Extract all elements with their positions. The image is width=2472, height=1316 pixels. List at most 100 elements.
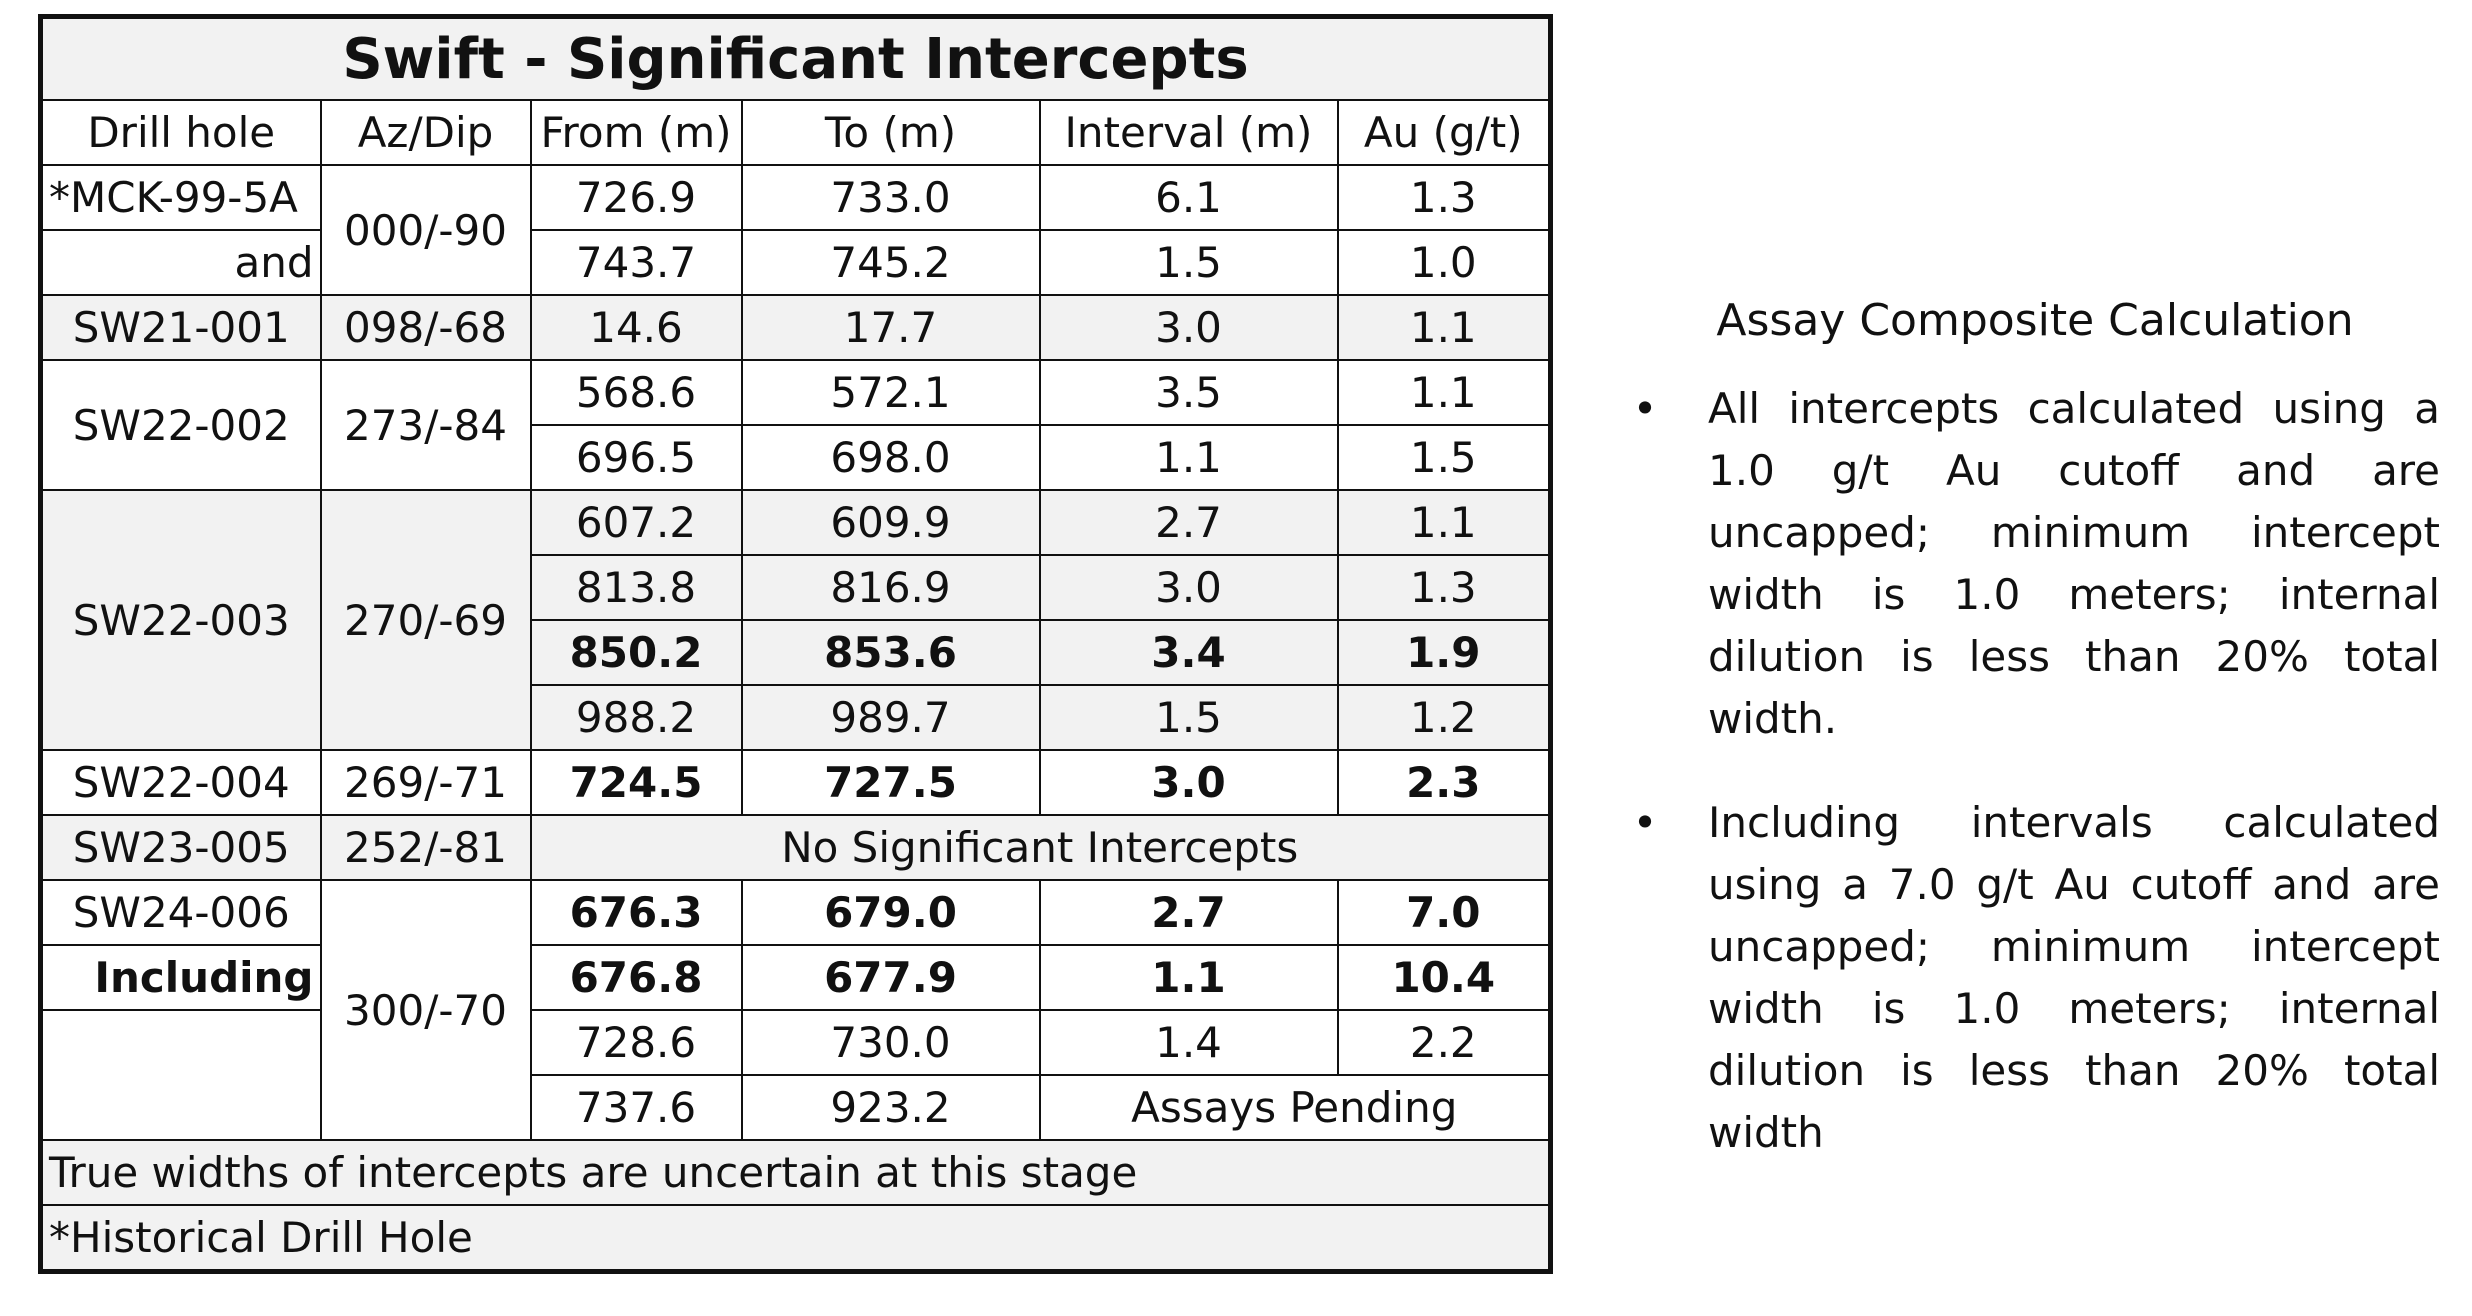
to-cell: 679.0 — [740, 879, 1041, 946]
from-cell: 726.9 — [529, 164, 743, 231]
table-row: *MCK-99-5A 000/-90 726.9 733.0 6.1 1.3 — [39, 164, 1552, 296]
intercepts-table-wrapper: Swift - Significant Intercepts Drill hol… — [38, 14, 1554, 1274]
au-cell: 1.1 — [1336, 359, 1552, 426]
from-cell: 696.5 — [529, 424, 743, 491]
from-cell: 14.6 — [529, 294, 743, 361]
footnote-historical: *Historical Drill Hole — [39, 1204, 1552, 1273]
drill-hole-cell: Including — [39, 944, 322, 1011]
from-cell: 607.2 — [529, 489, 743, 556]
table-row: SW21-001 098/-68 14.6 17.7 3.0 1.1 — [39, 294, 1552, 361]
footnote-row: True widths of intercepts are uncertain … — [39, 1139, 1552, 1206]
from-cell: 724.5 — [529, 749, 743, 816]
notes-list: • All intercepts calculated using a 1.0 … — [1630, 378, 2440, 1164]
drill-hole-cell: and — [39, 229, 322, 296]
interval-cell: 3.0 — [1038, 554, 1339, 621]
note-text: All intercepts calculated using a 1.0 g/… — [1708, 384, 2440, 743]
header-from: From (m) — [529, 99, 743, 166]
table-row: 737.6 923.2 Assays Pending — [41, 1074, 1552, 1141]
intercepts-table: Swift - Significant Intercepts Drill hol… — [38, 14, 1554, 1274]
drill-hole-cell: SW21-001 — [39, 294, 322, 361]
au-cell: 1.3 — [1336, 164, 1552, 231]
az-dip-cell: 269/-71 — [319, 749, 532, 816]
interval-cell: 1.5 — [1038, 229, 1339, 296]
az-dip-cell: 273/-84 — [319, 359, 532, 491]
to-cell: 733.0 — [740, 164, 1041, 231]
drill-hole-cell: *MCK-99-5A — [39, 164, 322, 231]
interval-cell: 6.1 — [1038, 164, 1339, 231]
notes-heading: Assay Composite Calculation — [1716, 295, 2354, 346]
table-row: 696.5 698.0 1.1 1.5 — [41, 424, 1552, 491]
table-row: SW22-003 270/-69 607.2 609.9 2.7 1.1 — [39, 489, 1552, 751]
note-item: • All intercepts calculated using a 1.0 … — [1630, 378, 2440, 750]
au-cell: 2.2 — [1336, 1009, 1552, 1076]
az-dip-cell: 098/-68 — [319, 294, 532, 361]
au-cell: 1.5 — [1336, 424, 1552, 491]
to-cell: 745.2 — [740, 229, 1041, 296]
table-row: SW22-002 273/-84 568.6 572.1 3.5 1.1 — [39, 359, 1552, 491]
footnote-true-widths: True widths of intercepts are uncertain … — [39, 1139, 1552, 1206]
footnote-row: *Historical Drill Hole — [39, 1204, 1552, 1273]
az-dip-cell: 252/-81 — [319, 814, 532, 881]
from-cell: 568.6 — [529, 359, 743, 426]
to-cell: 698.0 — [740, 424, 1041, 491]
interval-cell: 3.0 — [1038, 294, 1339, 361]
header-interval: Interval (m) — [1038, 99, 1339, 166]
drill-hole-cell: SW22-002 — [39, 359, 322, 491]
drill-hole-cell-empty — [39, 1009, 322, 1141]
table-row: and 743.7 745.2 1.5 1.0 — [39, 229, 1552, 296]
from-cell: 676.3 — [529, 879, 743, 946]
from-cell: 728.6 — [529, 1009, 743, 1076]
table-title: Swift - Significant Intercepts — [39, 15, 1552, 101]
au-cell: 1.2 — [1336, 684, 1552, 751]
au-cell: 1.3 — [1336, 554, 1552, 621]
drill-hole-cell: SW24-006 — [39, 879, 322, 946]
bullet-icon: • — [1632, 384, 1658, 433]
drill-hole-cell: SW22-003 — [39, 489, 322, 751]
to-cell: 853.6 — [740, 619, 1041, 686]
bullet-icon: • — [1632, 798, 1658, 847]
no-intercepts-note: No Significant Intercepts — [529, 814, 1552, 881]
from-cell: 850.2 — [529, 619, 743, 686]
az-dip-cell: 270/-69 — [319, 489, 532, 751]
az-dip-cell: 000/-90 — [319, 164, 532, 296]
table-row: SW22-004 269/-71 724.5 727.5 3.0 2.3 — [39, 749, 1552, 816]
to-cell: 609.9 — [740, 489, 1041, 556]
table-title-row: Swift - Significant Intercepts — [39, 15, 1552, 101]
au-cell: 7.0 — [1336, 879, 1552, 946]
table-header-row: Drill hole Az/Dip From (m) To (m) Interv… — [39, 99, 1552, 166]
interval-cell: 2.7 — [1038, 489, 1339, 556]
from-cell: 988.2 — [529, 684, 743, 751]
to-cell: 989.7 — [740, 684, 1041, 751]
drill-hole-cell: SW23-005 — [39, 814, 322, 881]
interval-cell: 3.5 — [1038, 359, 1339, 426]
au-cell: 1.9 — [1336, 619, 1552, 686]
interval-cell: 1.5 — [1038, 684, 1339, 751]
interval-cell: 1.1 — [1038, 424, 1339, 491]
az-dip-cell: 300/-70 — [319, 879, 532, 1141]
from-cell: 737.6 — [529, 1074, 743, 1141]
to-cell: 727.5 — [740, 749, 1041, 816]
interval-cell: 3.0 — [1038, 749, 1339, 816]
interval-cell: 3.4 — [1038, 619, 1339, 686]
au-cell: 1.1 — [1336, 294, 1552, 361]
header-drill-hole: Drill hole — [39, 99, 322, 166]
note-item: • Including intervals calculated using a… — [1630, 792, 2440, 1164]
table-row: Including 676.8 677.9 1.1 10.4 — [39, 944, 1552, 1011]
note-text: Including intervals calculated using a 7… — [1708, 798, 2440, 1157]
to-cell: 730.0 — [740, 1009, 1041, 1076]
to-cell: 572.1 — [740, 359, 1041, 426]
au-cell: 1.0 — [1336, 229, 1552, 296]
header-az-dip: Az/Dip — [319, 99, 532, 166]
interval-cell: 1.1 — [1038, 944, 1339, 1011]
to-cell: 923.2 — [740, 1074, 1041, 1141]
from-cell: 676.8 — [529, 944, 743, 1011]
from-cell: 743.7 — [529, 229, 743, 296]
table-row: 728.6 730.0 1.4 2.2 — [39, 1009, 1552, 1141]
table-row: SW24-006 300/-70 676.3 679.0 2.7 7.0 — [39, 879, 1552, 1141]
header-to: To (m) — [740, 99, 1041, 166]
interval-cell: 1.4 — [1038, 1009, 1339, 1076]
to-cell: 17.7 — [740, 294, 1041, 361]
drill-hole-cell: SW22-004 — [39, 749, 322, 816]
from-cell: 813.8 — [529, 554, 743, 621]
assay-notes-panel: Assay Composite Calculation • All interc… — [1630, 290, 2440, 1206]
